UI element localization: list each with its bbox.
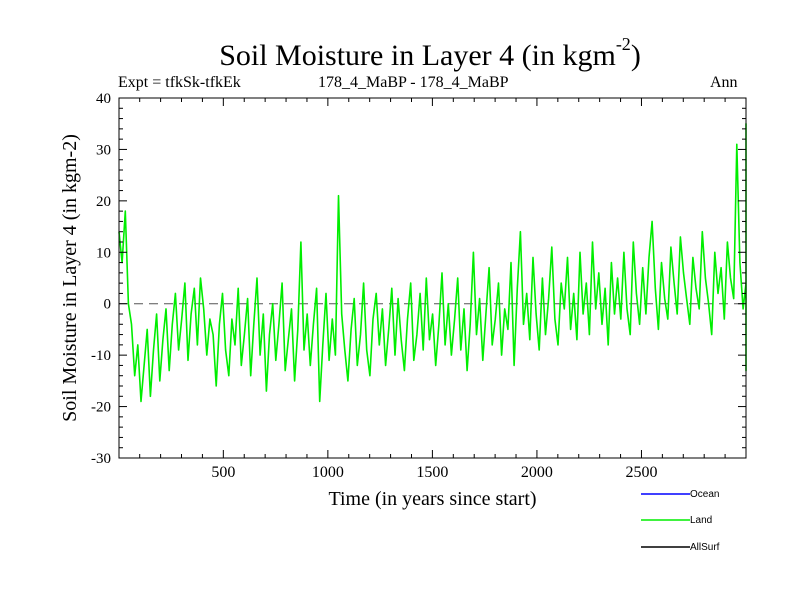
y-tick-label: -30 [91,451,111,467]
chart-title-superscript: -2 [615,34,631,54]
x-tick-label: 1000 [312,464,344,481]
chart-title-text: Soil Moisture in Layer 4 (in kgm [219,39,616,72]
x-tick-label: 2500 [625,464,657,481]
x-axis-label: Time (in years since start) [328,488,536,510]
series-group [118,122,747,403]
x-tick-label: 2000 [521,464,553,481]
runs-label: 178_4_MaBP - 178_4_MaBP [318,74,509,91]
legend-label-allsurf: AllSurf [690,542,720,553]
legend: Ocean Land AllSurf [641,489,720,553]
legend-label-land: Land [690,515,712,526]
x-tick-label: 500 [211,464,235,481]
y-tick-label: -10 [91,348,111,364]
y-tick-label: 0 [104,297,112,313]
series-line-land [118,122,747,403]
season-label: Ann [710,74,738,91]
x-tick-label: 1500 [416,464,448,481]
y-tick-label: -20 [91,400,111,416]
y-tick-label: 30 [96,142,111,158]
plot-frame [118,97,747,459]
y-axis-label: Soil Moisture in Layer 4 (in kgm-2) [59,134,81,422]
y-tick-label: 10 [96,245,111,261]
y-tick-label: 40 [96,91,111,107]
chart-title: Soil Moisture in Layer 4 (in kgm-2) [0,30,800,74]
legend-label-ocean: Ocean [690,489,719,500]
ticks-group: 500 1000 1500 2000 2500 -30 -20 -10 0 10 20 30 40 [91,91,747,481]
experiment-label: Expt = tfkSk-tfkEk [118,74,241,91]
chart-title-close: ) [630,39,641,72]
y-tick-label: 20 [96,194,111,210]
axis-labels-group: Time (in years since start) Soil Moisture… [59,134,537,510]
